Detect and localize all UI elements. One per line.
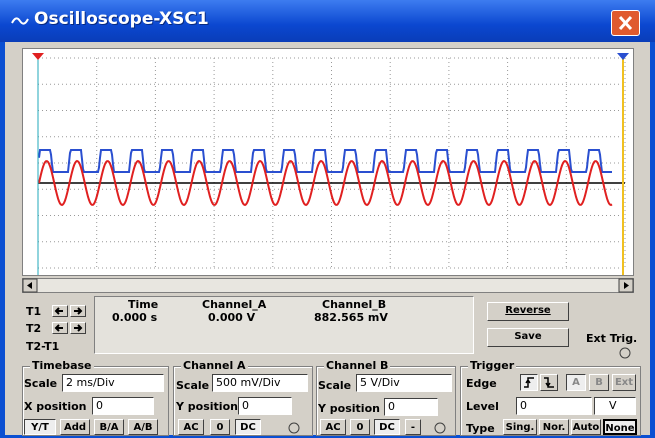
ext-trig-label: Ext Trig.: [586, 332, 638, 345]
group-title: Channel B: [324, 359, 391, 372]
coupling-button[interactable]: DC: [374, 419, 400, 435]
trigger-level[interactable]: 0: [516, 397, 592, 415]
field-label: Scale: [24, 377, 58, 390]
reverse-button[interactable]: Reverse: [487, 302, 569, 321]
field-label: X position: [24, 400, 87, 413]
scope-screen: [22, 48, 634, 293]
scroll-right-arrow: [624, 282, 629, 289]
mode-button[interactable]: A/B: [128, 419, 158, 435]
type-button[interactable]: None: [603, 419, 637, 435]
readout-header: Channel_A: [202, 298, 267, 311]
window-title: Oscilloscope-XSC1: [34, 9, 209, 29]
coupling-button[interactable]: AC: [320, 419, 346, 435]
save-button[interactable]: Save: [487, 328, 569, 347]
falling-edge-button[interactable]: [540, 374, 558, 391]
channel-b-terminal[interactable]: [432, 420, 448, 436]
channel-a-trace: [38, 159, 613, 207]
field-label: Type: [466, 422, 495, 435]
rising-edge-button[interactable]: [520, 374, 538, 391]
t2-right[interactable]: [70, 322, 86, 334]
t1-left[interactable]: [52, 305, 68, 317]
cursor-label: T2-T1: [26, 340, 60, 353]
field-label: Scale: [318, 379, 352, 392]
coupling-button[interactable]: DC: [235, 419, 261, 435]
t2-left[interactable]: [52, 322, 68, 334]
timebase-scale[interactable]: 2 ms/Div: [62, 374, 164, 392]
timebase-group: [22, 366, 169, 436]
type-button[interactable]: Auto: [571, 419, 601, 435]
group-title: Trigger: [468, 359, 517, 372]
readout-header: Time: [128, 298, 159, 311]
channel-b-scale[interactable]: 5 V/Div: [356, 374, 452, 392]
scroll-left-arrow: [27, 282, 32, 289]
readout-panel: [94, 296, 474, 354]
group-title: Channel A: [181, 359, 248, 372]
source-button[interactable]: Ext: [612, 374, 636, 391]
type-button[interactable]: Nor.: [539, 419, 569, 435]
coupling-button[interactable]: -: [405, 419, 421, 435]
group-title: Timebase: [30, 359, 94, 372]
trigger-group: [460, 366, 641, 436]
coupling-button[interactable]: 0: [210, 419, 230, 435]
channel-a-scale[interactable]: 500 mV/Div: [212, 374, 308, 392]
window-icon: [11, 17, 29, 25]
channel-a-ypos[interactable]: 0: [238, 397, 292, 415]
t1-right[interactable]: [70, 305, 86, 317]
field-label: Scale: [176, 379, 210, 392]
cursor-t2-marker[interactable]: [617, 53, 629, 60]
field-label: Y position: [318, 402, 380, 415]
source-button[interactable]: A: [566, 374, 586, 391]
coupling-button[interactable]: AC: [178, 419, 204, 435]
field-label: Level: [466, 400, 499, 413]
mode-button[interactable]: Add: [60, 419, 90, 435]
ext-trig-terminal[interactable]: [618, 346, 632, 360]
title-bar: Oscilloscope-XSC1: [0, 0, 655, 42]
field-label: Edge: [466, 377, 497, 390]
readout-value: 0.000 V: [208, 311, 256, 324]
mode-button[interactable]: Y/T: [24, 419, 56, 435]
source-button[interactable]: B: [589, 374, 609, 391]
field-label: Y position: [176, 400, 238, 413]
cursor-t1-marker[interactable]: [32, 53, 44, 60]
channel-a-terminal[interactable]: [286, 420, 302, 436]
readout-header: Channel_B: [322, 298, 387, 311]
close-button[interactable]: [611, 10, 640, 36]
trigger-level-unit[interactable]: V: [594, 397, 636, 415]
mode-button[interactable]: B/A: [94, 419, 124, 435]
coupling-button[interactable]: 0: [350, 419, 370, 435]
readout-value: 882.565 mV: [314, 311, 388, 324]
cursor-label: T1: [26, 305, 42, 318]
channel-b-trace: [38, 149, 612, 173]
cursor-label: T2: [26, 322, 42, 335]
channel-b-ypos[interactable]: 0: [384, 398, 438, 416]
screen-frame: [22, 48, 634, 276]
timebase-xpos[interactable]: 0: [92, 397, 154, 415]
type-button[interactable]: Sing.: [503, 419, 537, 435]
scrollbar[interactable]: [22, 278, 634, 293]
readout-value: 0.000 s: [112, 311, 158, 324]
